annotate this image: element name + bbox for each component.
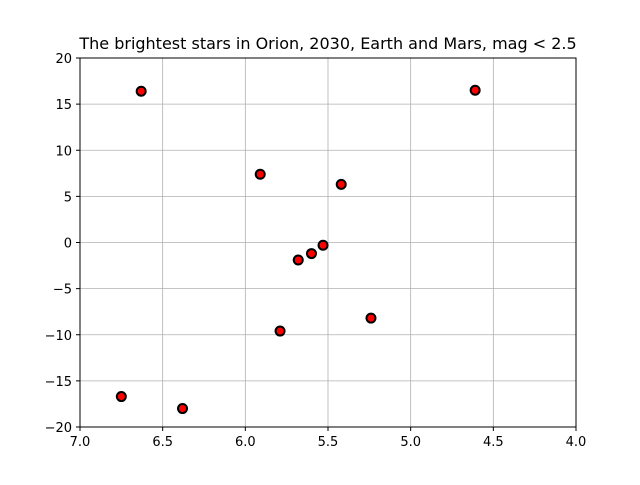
data-point (177, 403, 189, 415)
data-point (317, 239, 329, 251)
data-point (365, 312, 377, 324)
data-point (274, 325, 286, 337)
x-tick-label: 4.0 (566, 435, 587, 450)
y-tick-label: −5 (53, 283, 72, 298)
y-tick-label: −10 (45, 329, 72, 344)
data-point (292, 254, 304, 266)
data-point (135, 85, 147, 97)
y-tick-label: 20 (55, 52, 72, 67)
axes: 7.0 6.5 6.0 5.5 5.0 4.5 4.0 20 15 10 5 0 −5 −10 −15 −20 (45, 52, 587, 450)
x-tick-label: 6.5 (152, 435, 173, 450)
y-tick-label: 0 (64, 237, 72, 252)
y-tick-label: 10 (55, 144, 72, 159)
data-point (254, 168, 266, 180)
y-tick-label: −20 (45, 421, 72, 436)
grid-lines (79, 57, 577, 428)
x-tick-label: 7.0 (70, 435, 91, 450)
data-point (335, 178, 347, 190)
data-point (469, 84, 481, 96)
y-tick-label: 5 (64, 190, 72, 205)
y-tick-label: −15 (45, 375, 72, 390)
data-point (305, 248, 317, 260)
x-tick-label: 6.0 (235, 435, 256, 450)
x-tick-label: 5.0 (400, 435, 421, 450)
data-points (115, 84, 481, 415)
x-tick-label: 5.5 (318, 435, 339, 450)
y-tick-label: 15 (55, 98, 72, 113)
data-point (115, 391, 127, 403)
chart-title: The brightest stars in Orion, 2030, Eart… (78, 34, 576, 53)
x-tick-label: 4.5 (483, 435, 504, 450)
